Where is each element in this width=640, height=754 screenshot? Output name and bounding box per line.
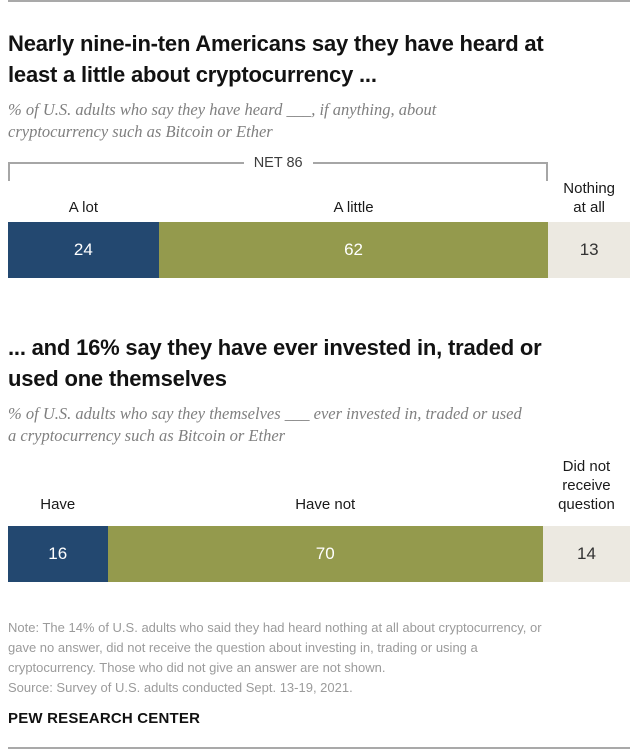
bar-segment-have-not: 70 <box>107 526 543 582</box>
segment-label-line: question <box>558 496 615 513</box>
footnote-line: gave no answer, did not receive the ques… <box>8 640 478 655</box>
bar-segment-a-little: 62 <box>158 222 549 278</box>
bar-segment-nothing-at-all: 13 <box>548 222 630 278</box>
bar-segment-a-lot: 24 <box>8 222 159 278</box>
chart-footer: Note: The 14% of U.S. adults who said th… <box>8 618 630 727</box>
chart-title-line: Nearly nine-in-ten Americans say they ha… <box>8 31 544 56</box>
net-bracket-row: NET 86 <box>8 153 630 181</box>
chart-title: ... and 16% say they have ever invested … <box>8 332 630 394</box>
segment-label-line: Have not <box>295 496 356 513</box>
chart-title-line: ... and 16% say they have ever invested … <box>8 335 542 360</box>
net-bracket-line <box>8 162 244 164</box>
segment-label-have-not: Have not <box>108 495 543 514</box>
segment-label-have: Have <box>8 495 108 514</box>
segment-label-did-not-receive-question: Did not receive question <box>543 457 630 514</box>
segment-label-line: at all <box>573 199 605 216</box>
top-rule <box>8 0 630 2</box>
net-label: NET 86 <box>253 155 303 171</box>
brand-name: PEW RESEARCH CENTER <box>8 710 201 727</box>
chart-title-line: used one themselves <box>8 366 227 391</box>
stacked-bar-invested: 16 70 14 <box>8 526 630 582</box>
segment-label-line: receive <box>562 477 611 494</box>
chart-subtitle: % of U.S. adults who say they themselves… <box>8 403 630 447</box>
segment-labels-row: A lot A little Nothing at all <box>8 179 630 217</box>
bar-segment-have: 16 <box>8 526 108 582</box>
footnote-line: cryptocurrency. Those who did not give a… <box>8 660 386 675</box>
segment-label-line: A lot <box>68 199 98 216</box>
chart-subtitle: % of U.S. adults who say they have heard… <box>8 99 630 143</box>
bottom-rule <box>8 747 630 749</box>
segment-label-a-little: A little <box>159 198 549 217</box>
footnote-line: Note: The 14% of U.S. adults who said th… <box>8 620 542 635</box>
chart-heard-about-cryptocurrency: Nearly nine-in-ten Americans say they ha… <box>8 28 630 278</box>
chart-subtitle-line: cryptocurrency such as Bitcoin or Ether <box>8 122 273 141</box>
source-line: Source: Survey of U.S. adults conducted … <box>8 680 353 695</box>
chart-invested-in-cryptocurrency: ... and 16% say they have ever invested … <box>8 332 630 582</box>
chart-subtitle-line: % of U.S. adults who say they have heard… <box>8 100 437 119</box>
segment-label-nothing-at-all: Nothing at all <box>548 179 630 217</box>
net-bracket-line <box>312 162 549 164</box>
chart-subtitle-line: a cryptocurrency such as Bitcoin or Ethe… <box>8 426 286 445</box>
bar-segment-did-not-receive-question: 14 <box>542 526 630 582</box>
chart-title-line: least a little about cryptocurrency ... <box>8 62 377 87</box>
segment-label-line: Did not <box>562 458 611 475</box>
chart-title: Nearly nine-in-ten Americans say they ha… <box>8 28 630 90</box>
net-bracket-left-tick <box>8 163 10 181</box>
segment-label-a-lot: A lot <box>8 198 159 217</box>
segment-label-line: Have <box>40 496 76 513</box>
footnote: Note: The 14% of U.S. adults who said th… <box>8 618 630 678</box>
segment-label-line: A little <box>333 199 374 216</box>
segment-label-line: Nothing <box>563 180 615 197</box>
stacked-bar-heard: 24 62 13 <box>8 222 630 278</box>
net-bracket: NET 86 <box>8 153 549 181</box>
chart-subtitle-line: % of U.S. adults who say they themselves… <box>8 404 522 423</box>
segment-labels-row: Have Have not Did not receive question <box>8 457 630 514</box>
net-bracket-right-tick <box>546 163 549 181</box>
